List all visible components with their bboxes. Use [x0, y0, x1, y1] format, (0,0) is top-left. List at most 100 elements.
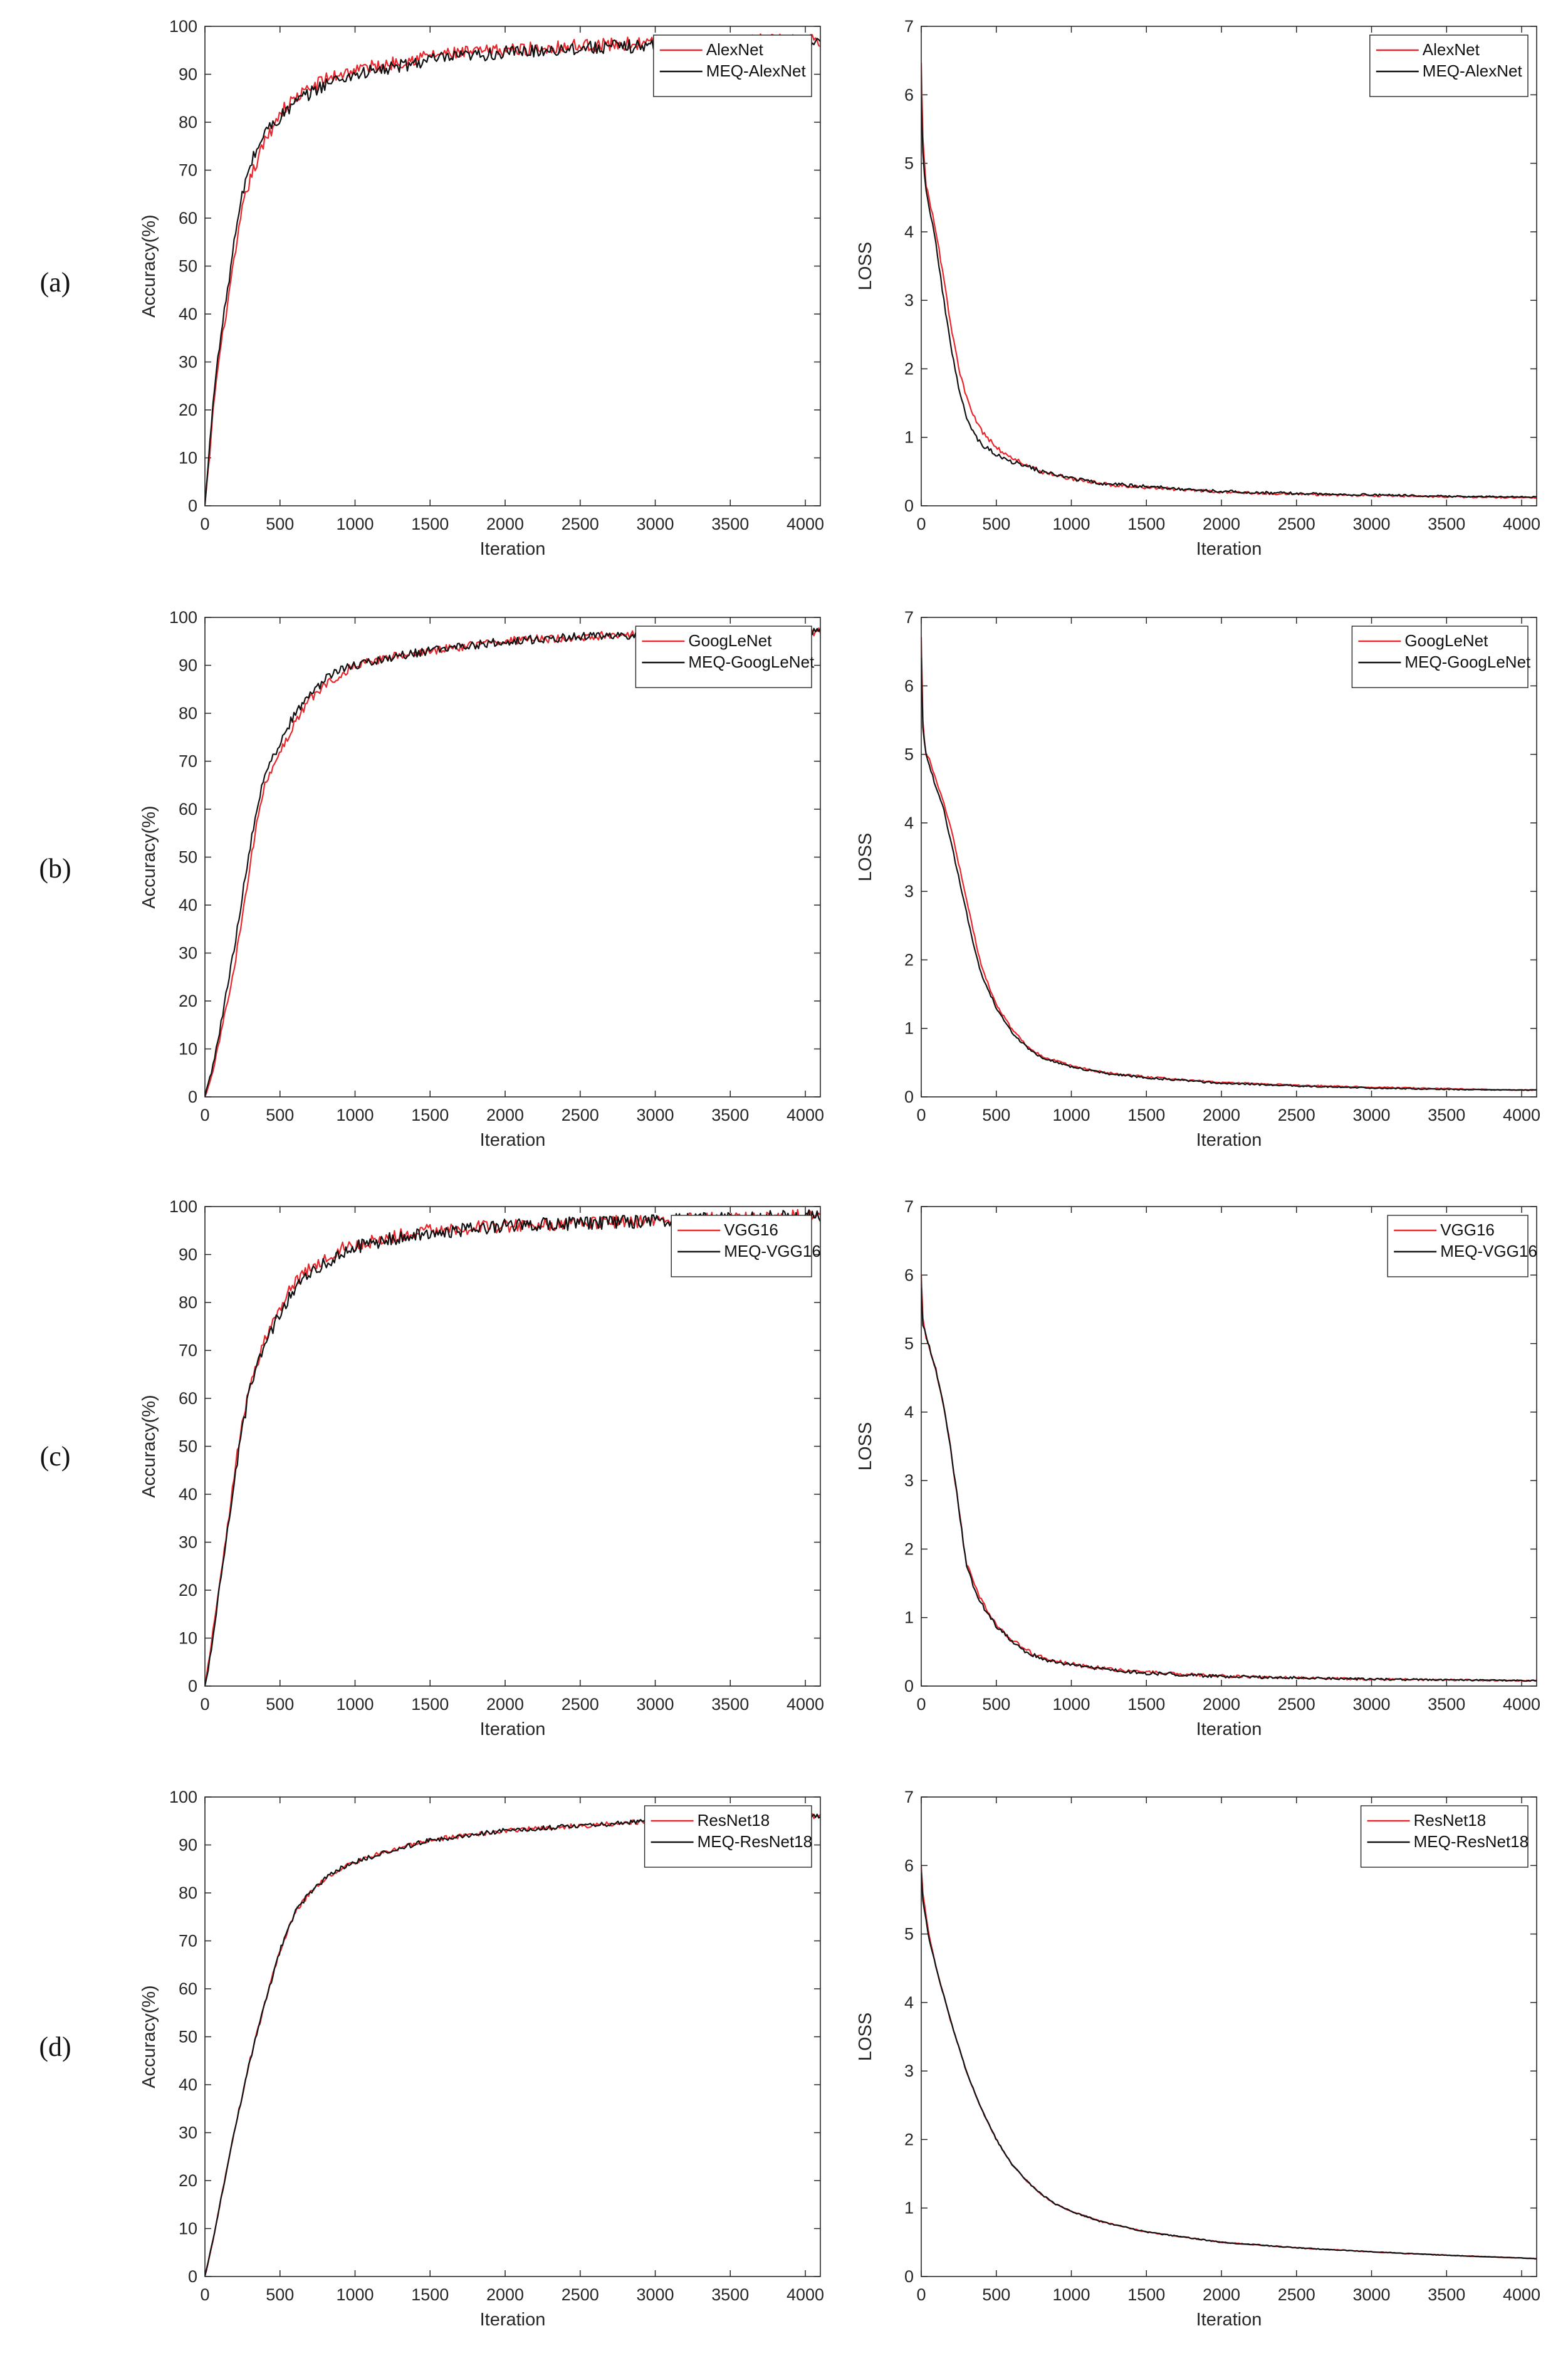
x-tick-label: 3500 — [1428, 2285, 1465, 2304]
y-tick-label: 4 — [904, 1993, 914, 2012]
x-tick-label: 1500 — [411, 515, 449, 533]
x-axis-label: Iteration — [480, 539, 546, 559]
plot-area — [205, 617, 820, 1097]
x-tick-label: 4000 — [1503, 515, 1540, 533]
legend-label-GoogLeNet: GoogLeNet — [1404, 631, 1488, 650]
x-tick-label: 4000 — [1503, 1106, 1540, 1124]
x-tick-label: 1500 — [1127, 1695, 1165, 1714]
legend-label-MEQ-GoogLeNet: MEQ-GoogLeNet — [1404, 652, 1531, 671]
y-tick-label: 6 — [904, 676, 914, 695]
y-tick-label: 50 — [179, 848, 197, 867]
y-tick-label: 30 — [179, 2124, 197, 2142]
y-tick-label: 90 — [179, 1836, 197, 1855]
y-tick-label: 7 — [904, 1788, 914, 1806]
series-line-MEQ-AlexNet — [921, 97, 1537, 498]
legend-box — [653, 34, 812, 97]
y-tick-label: 4 — [904, 1403, 914, 1422]
series-line-MEQ-VGG16 — [921, 1288, 1537, 1682]
y-tick-label: 1 — [904, 428, 914, 447]
x-tick-label: 3500 — [1428, 515, 1465, 533]
y-tick-label: 2 — [904, 2130, 914, 2149]
legend-box — [635, 626, 812, 688]
y-tick-label: 50 — [179, 2028, 197, 2046]
y-tick-label: 60 — [179, 800, 197, 819]
y-tick-label: 60 — [179, 209, 197, 228]
legend-label-MEQ-VGG16: MEQ-VGG16 — [724, 1242, 821, 1260]
legend-label-AlexNet: AlexNet — [1423, 40, 1480, 59]
y-tick-label: 40 — [179, 305, 197, 323]
legend: VGG16 MEQ-VGG16 — [1387, 1215, 1537, 1277]
y-tick-label: 6 — [904, 1856, 914, 1875]
y-axis-label: Accuracy(%) — [139, 805, 159, 908]
chart-a-loss: 0 500 1000 1500 2000 2500 3000 3500 4000 0 1 2 3 4 5 6 7… — [855, 17, 1540, 559]
x-tick-label: 2500 — [562, 515, 599, 533]
legend: GoogLeNet MEQ-GoogLeNet — [635, 626, 815, 688]
y-axis-label: LOSS — [855, 242, 875, 290]
y-tick-label: 2 — [904, 1539, 914, 1558]
y-tick-label: 20 — [179, 401, 197, 419]
x-tick-label: 500 — [982, 1106, 1010, 1124]
plot-frame — [204, 1206, 821, 1687]
x-tick-label: 1000 — [1052, 515, 1090, 533]
row-label-a: (a) — [40, 267, 71, 298]
y-axis-label: LOSS — [855, 2013, 875, 2061]
y-tick-label: 30 — [179, 1533, 197, 1552]
y-tick-label: 80 — [179, 1293, 197, 1312]
x-tick-label: 3000 — [636, 2285, 674, 2304]
x-tick-label: 1500 — [411, 1695, 449, 1714]
y-tick-label: 20 — [179, 992, 197, 1010]
legend-label-VGG16: VGG16 — [1440, 1220, 1495, 1239]
x-tick-label: 2500 — [562, 1106, 599, 1124]
y-tick-label: 5 — [904, 154, 914, 173]
y-axis-label: Accuracy(%) — [139, 1395, 159, 1497]
y-tick-label: 100 — [169, 1788, 197, 1806]
series-line-MEQ-ResNet18 — [921, 1872, 1537, 2260]
x-tick-label: 500 — [982, 1695, 1010, 1714]
plot-area — [205, 1797, 820, 2277]
x-tick-label: 1500 — [411, 1106, 449, 1124]
x-tick-label: 4000 — [787, 1695, 824, 1714]
y-tick-label: 10 — [179, 449, 197, 468]
y-tick-label: 0 — [188, 2267, 197, 2286]
plot-area — [921, 617, 1537, 1097]
x-tick-label: 0 — [916, 1695, 926, 1714]
x-tick-label: 3000 — [1352, 2285, 1390, 2304]
y-tick-label: 7 — [904, 17, 914, 36]
y-tick-label: 60 — [179, 1389, 197, 1408]
x-tick-label: 3500 — [711, 1106, 749, 1124]
legend-box — [1360, 1805, 1529, 1868]
y-tick-label: 7 — [904, 608, 914, 627]
y-axis-label: Accuracy(%) — [139, 1985, 159, 2088]
y-tick-label: 50 — [179, 1437, 197, 1456]
x-tick-label: 1500 — [411, 2285, 449, 2304]
x-tick-label: 2000 — [486, 1695, 524, 1714]
x-tick-label: 0 — [200, 1106, 209, 1124]
chart-a-acc: 0 500 1000 1500 2000 2500 3000 3500 4000 0 10 20 30 4… — [139, 17, 824, 559]
y-tick-label: 30 — [179, 353, 197, 372]
x-tick-label: 3500 — [711, 1695, 749, 1714]
plot-area — [921, 1797, 1537, 2277]
legend-box — [1351, 626, 1529, 688]
y-tick-label: 40 — [179, 896, 197, 914]
plot-frame — [921, 617, 1537, 1098]
x-tick-label: 4000 — [787, 1106, 824, 1124]
y-tick-label: 0 — [904, 1087, 914, 1106]
plot-area — [921, 26, 1537, 506]
plot-frame — [204, 617, 821, 1098]
y-tick-label: 0 — [188, 1677, 197, 1695]
legend: AlexNet MEQ-AlexNet — [653, 34, 812, 97]
y-tick-label: 70 — [179, 1932, 197, 1951]
y-tick-label: 30 — [179, 944, 197, 963]
legend-label-MEQ-AlexNet: MEQ-AlexNet — [706, 61, 807, 80]
y-tick-label: 100 — [169, 17, 197, 36]
y-tick-label: 70 — [179, 161, 197, 180]
x-tick-label: 3000 — [636, 515, 674, 533]
x-tick-label: 500 — [266, 2285, 294, 2304]
x-axis-label: Iteration — [480, 1130, 546, 1150]
x-tick-label: 1000 — [336, 515, 374, 533]
x-tick-label: 2000 — [1203, 2285, 1240, 2304]
chart-d-loss: 0 500 1000 1500 2000 2500 3000 3500 4000 0 1 2 3 4 5 6 7… — [855, 1788, 1540, 2330]
legend-label-ResNet18: ResNet18 — [698, 1811, 770, 1830]
legend-label-MEQ-VGG16: MEQ-VGG16 — [1440, 1242, 1537, 1260]
y-tick-label: 10 — [179, 1040, 197, 1059]
